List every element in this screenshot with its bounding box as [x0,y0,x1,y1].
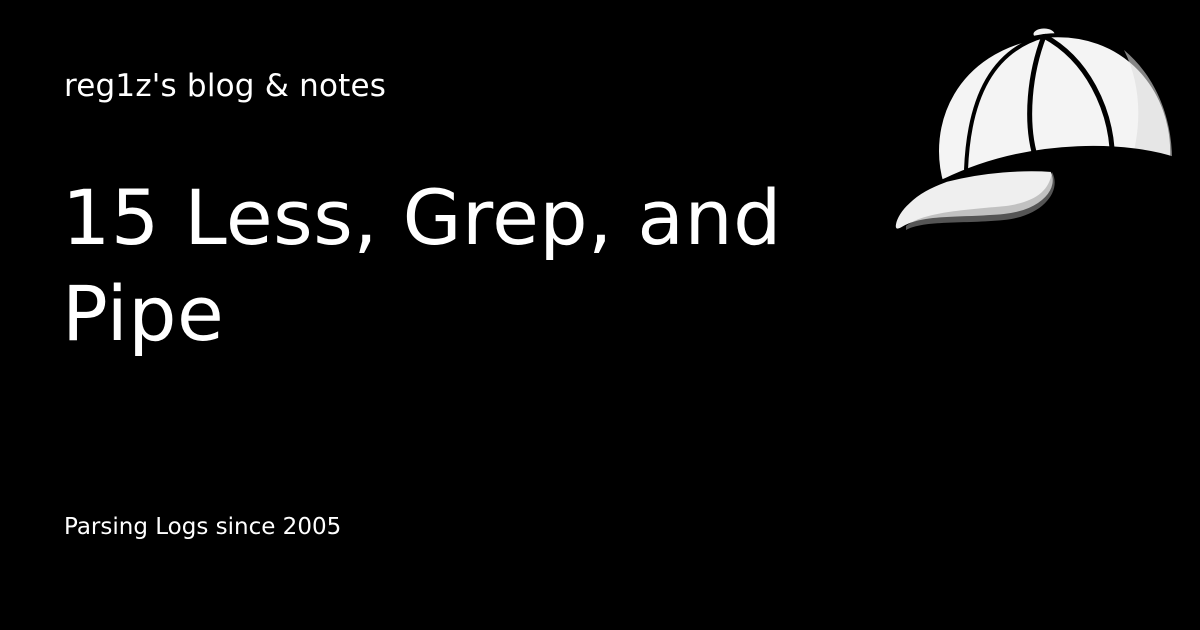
baseball-cap-icon [892,25,1175,233]
site-name: reg1z's blog & notes [64,68,387,104]
tagline: Parsing Logs since 2005 [64,514,342,540]
post-title: 15 Less, Grep, and Pipe [62,173,782,358]
